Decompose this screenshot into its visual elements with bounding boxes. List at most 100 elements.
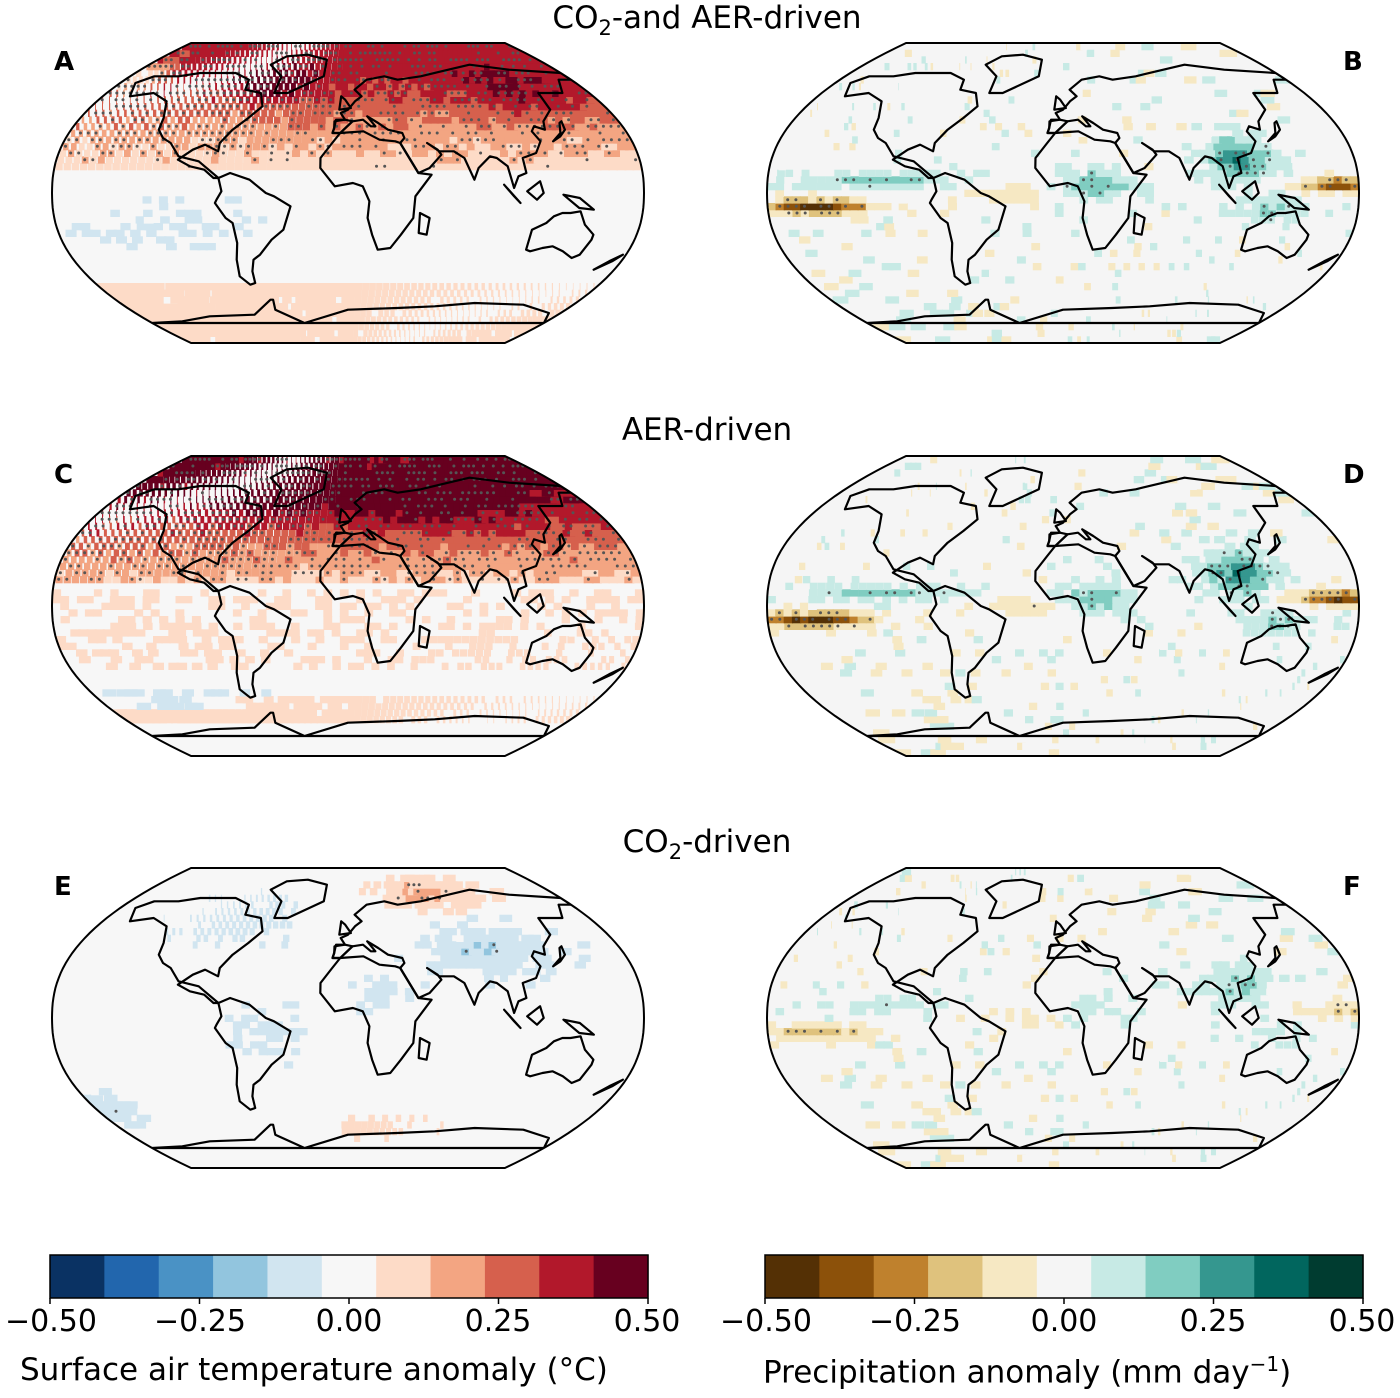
map-cell bbox=[578, 289, 581, 297]
stipple-dot bbox=[1090, 184, 1094, 188]
map-cell bbox=[1008, 96, 1015, 104]
map-cell bbox=[632, 576, 643, 584]
map-cell bbox=[394, 296, 400, 304]
map-cell bbox=[210, 689, 223, 697]
map-cell bbox=[544, 589, 554, 597]
map-cell bbox=[336, 316, 344, 324]
map-cell bbox=[857, 196, 867, 204]
stipple-dot bbox=[496, 111, 500, 115]
map-cell bbox=[997, 189, 1006, 197]
stipple-dot bbox=[312, 58, 316, 62]
map-cell bbox=[233, 56, 237, 64]
map-cell bbox=[124, 562, 131, 570]
stipple-dot bbox=[460, 138, 464, 142]
map-cell bbox=[293, 309, 303, 317]
map-cell bbox=[553, 303, 558, 311]
map-cell bbox=[485, 642, 493, 650]
map-cell bbox=[1095, 183, 1105, 191]
map-cell bbox=[151, 589, 160, 597]
stipple-dot bbox=[562, 138, 566, 142]
map-cell bbox=[245, 509, 251, 517]
stipple-dot bbox=[395, 118, 399, 122]
map-cell bbox=[380, 569, 390, 577]
stipple-dot bbox=[262, 91, 266, 95]
map-cell bbox=[323, 609, 333, 617]
map-cell bbox=[132, 542, 138, 550]
map-cell bbox=[1180, 323, 1184, 331]
map-cell bbox=[379, 143, 389, 151]
map-cell bbox=[558, 696, 560, 704]
map-cell bbox=[316, 149, 325, 157]
map-cell bbox=[275, 156, 284, 164]
map-cell bbox=[474, 309, 476, 317]
map-cell bbox=[808, 203, 818, 211]
map-cell bbox=[478, 163, 488, 171]
map-cell bbox=[1239, 236, 1246, 244]
map-cell bbox=[1234, 136, 1246, 144]
map-cell bbox=[315, 629, 325, 637]
map-cell bbox=[1082, 89, 1091, 97]
stipple-dot bbox=[471, 44, 475, 48]
map-cell bbox=[575, 163, 586, 171]
map-cell bbox=[525, 289, 527, 297]
map-cell bbox=[348, 329, 354, 337]
map-cell bbox=[273, 316, 284, 324]
map-cell bbox=[530, 696, 533, 704]
map-cell bbox=[541, 642, 549, 650]
map-cell bbox=[104, 163, 112, 171]
map-cell bbox=[375, 509, 384, 517]
map-cell bbox=[569, 709, 573, 717]
stipple-dot bbox=[451, 131, 455, 135]
map-cell bbox=[949, 163, 958, 171]
map-cell bbox=[144, 283, 158, 291]
map-cell bbox=[1342, 189, 1352, 197]
coastline bbox=[1277, 193, 1310, 211]
map-cell bbox=[136, 163, 145, 171]
map-cell bbox=[385, 529, 394, 537]
map-cell bbox=[1194, 176, 1204, 184]
map-cell bbox=[360, 309, 366, 317]
map-cell bbox=[81, 229, 93, 237]
map-cell bbox=[1034, 69, 1040, 77]
map-cell bbox=[1031, 243, 1041, 251]
map-cell bbox=[299, 163, 308, 171]
map-cell bbox=[382, 43, 392, 51]
map-cell bbox=[630, 569, 642, 577]
map-cell bbox=[1005, 196, 1015, 204]
map-cell bbox=[514, 49, 533, 57]
map-cell bbox=[931, 176, 941, 184]
map-cell bbox=[519, 662, 526, 670]
map-cell bbox=[298, 283, 308, 291]
map-cell bbox=[525, 569, 536, 577]
map-cell bbox=[273, 509, 279, 517]
map-cell bbox=[184, 289, 198, 297]
map-cell bbox=[202, 156, 211, 164]
map-cell bbox=[118, 529, 122, 537]
map-cell bbox=[1195, 249, 1202, 257]
map-cell bbox=[342, 316, 349, 324]
map-cell bbox=[849, 143, 856, 151]
map-cell bbox=[1207, 296, 1210, 304]
map-cell bbox=[209, 163, 218, 171]
map-cell bbox=[237, 529, 243, 537]
stipple-dot bbox=[377, 64, 381, 68]
map-cell bbox=[177, 509, 180, 517]
map-cell bbox=[265, 602, 275, 610]
map-cell bbox=[1293, 183, 1302, 191]
map-cell bbox=[923, 176, 933, 184]
stipple-dot bbox=[416, 111, 419, 115]
map-cell bbox=[1266, 163, 1276, 171]
map-cell bbox=[463, 609, 472, 617]
map-cell bbox=[165, 696, 179, 704]
stipple-dot bbox=[198, 44, 202, 48]
map-cell bbox=[972, 309, 983, 317]
map-cell bbox=[367, 83, 375, 91]
map-cell bbox=[368, 702, 375, 710]
stipple-dot bbox=[294, 44, 298, 48]
stipple-dot bbox=[1228, 164, 1232, 168]
map-cell bbox=[354, 303, 361, 311]
map-cell bbox=[800, 183, 809, 191]
map-cell bbox=[462, 622, 472, 630]
map-cell bbox=[904, 49, 912, 57]
map-cell bbox=[537, 103, 551, 111]
